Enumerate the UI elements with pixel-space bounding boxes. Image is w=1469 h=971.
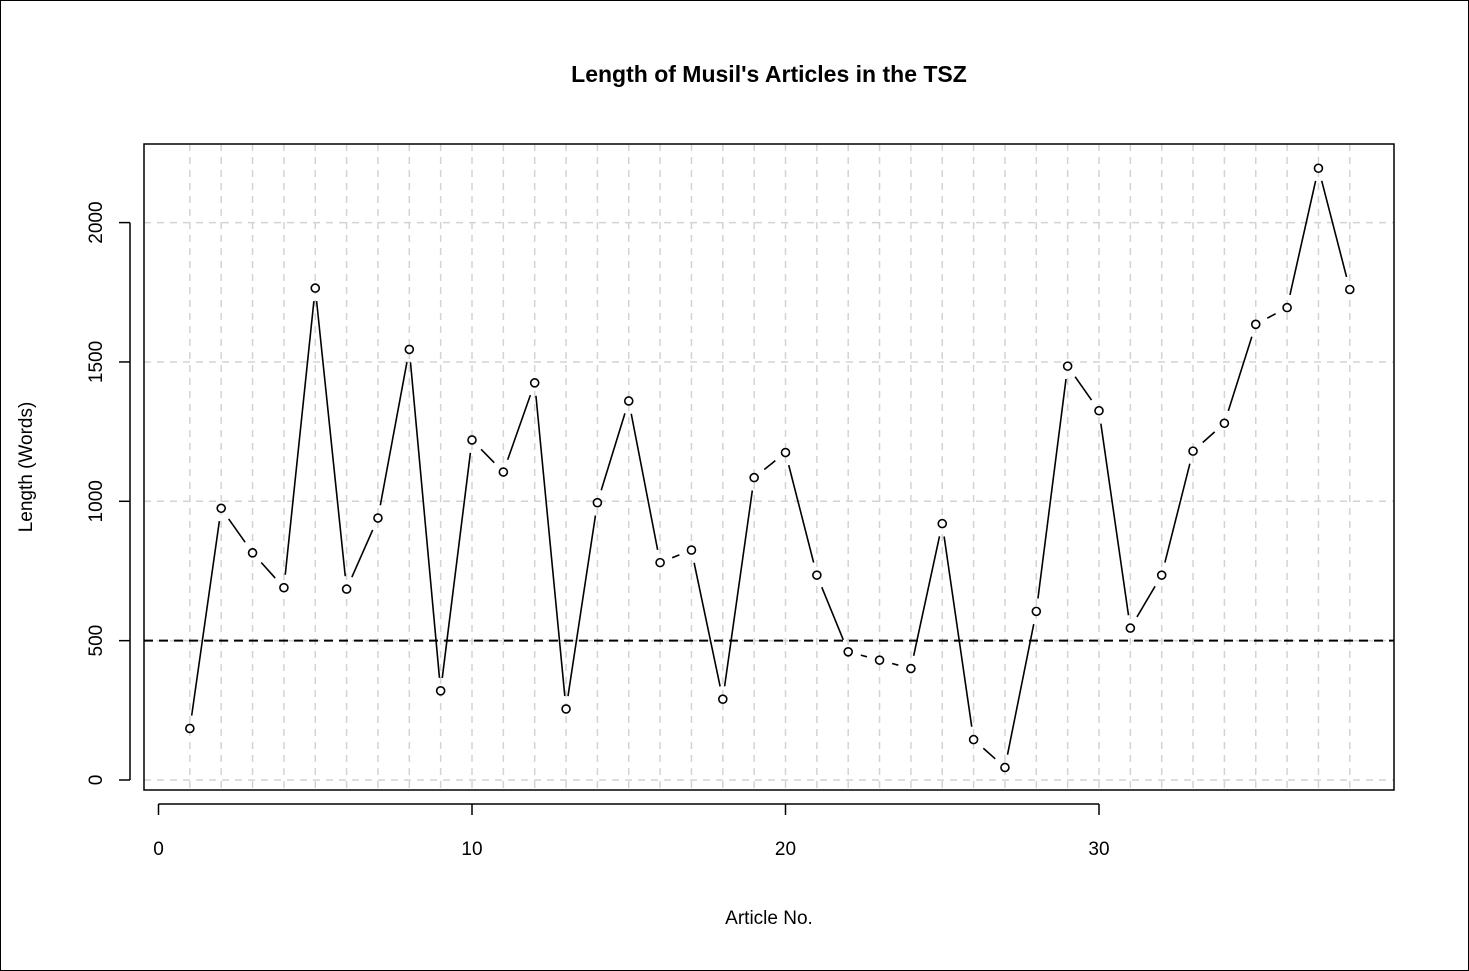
data-point [623, 396, 634, 406]
data-point [247, 548, 258, 558]
y-tick-label: 1000 [86, 480, 107, 522]
data-point [279, 582, 289, 593]
series-segment [787, 464, 815, 563]
series-segment [260, 561, 276, 579]
series-segment [821, 586, 845, 641]
x-axis: 0 10 20 30 [153, 803, 1110, 860]
series-segment [1037, 378, 1067, 599]
series-segment [535, 395, 566, 697]
data-point [435, 686, 446, 696]
data-point [843, 646, 854, 657]
series-segment [1074, 376, 1093, 401]
data-point [1031, 606, 1042, 617]
data-point [341, 584, 352, 594]
data-point [1188, 446, 1198, 456]
series-segment [506, 394, 532, 461]
data-point [216, 503, 226, 514]
series-segment [1100, 423, 1130, 616]
data-point [561, 704, 571, 714]
series-segment [860, 654, 868, 658]
series-segment [982, 747, 996, 760]
data-point [310, 283, 321, 293]
series-segment [630, 413, 659, 551]
data-point [1219, 418, 1230, 429]
x-tick-label: 20 [775, 839, 796, 860]
series-line-segments [190, 180, 1348, 760]
y-tick-label: 500 [86, 625, 107, 657]
data-point [1094, 405, 1104, 416]
y-tick-label: 0 [86, 775, 107, 786]
series-segment [912, 536, 941, 656]
series-segment [943, 536, 973, 727]
series-segment [693, 562, 721, 687]
data-points [185, 163, 1355, 773]
series-segment [1289, 180, 1317, 296]
series-segment [1006, 623, 1035, 755]
data-point [185, 723, 195, 734]
series-segment [1266, 313, 1277, 319]
data-point [906, 663, 916, 674]
data-point [373, 513, 383, 523]
y-axis: 0 500 1000 1500 2000 [86, 201, 131, 786]
series-segment [671, 554, 680, 559]
series-segment [228, 518, 246, 543]
series-segment [409, 362, 441, 678]
data-point [874, 655, 885, 665]
series-segment [1227, 336, 1253, 412]
series-segment [190, 521, 221, 716]
series-segment [567, 515, 597, 697]
data-point [780, 447, 791, 458]
data-point [1156, 570, 1167, 580]
data-point [1282, 302, 1292, 313]
data-point [717, 694, 728, 704]
data-point [1062, 361, 1073, 371]
data-point [749, 472, 759, 483]
data-point [1000, 762, 1010, 773]
series-segment [284, 300, 315, 575]
y-tick-label: 1500 [86, 341, 107, 383]
series-segment [723, 490, 754, 687]
data-point [404, 344, 415, 355]
x-tick-label: 30 [1088, 839, 1109, 860]
data-point [937, 518, 948, 529]
series-segment [351, 529, 374, 578]
series-segment [379, 362, 408, 506]
data-point [592, 497, 603, 508]
x-tick-label: 0 [153, 839, 164, 860]
x-axis-label: Article No. [725, 908, 813, 929]
data-point [498, 467, 509, 477]
data-point [1313, 163, 1324, 174]
data-point [467, 435, 477, 445]
plot-border [143, 143, 1395, 791]
series-segment [891, 662, 899, 666]
series-segment [763, 460, 776, 471]
series-segment [1320, 180, 1348, 278]
x-tick-label: 10 [461, 839, 482, 860]
series-segment [480, 448, 495, 464]
series-segment [600, 413, 626, 491]
series-segment [1136, 585, 1156, 618]
data-point [812, 570, 822, 580]
data-point [529, 378, 540, 388]
chart-title: Length of Musil's Articles in the TSZ [571, 61, 967, 87]
series-segment [1202, 431, 1216, 444]
data-point [655, 557, 665, 568]
data-point [686, 545, 697, 555]
y-axis-label: Length (Words) [16, 402, 37, 533]
data-point [968, 734, 979, 745]
data-point [1250, 319, 1261, 330]
series-segment [441, 452, 472, 679]
grid [144, 144, 1394, 790]
y-tick-label: 2000 [86, 201, 107, 243]
series-segment [1164, 463, 1191, 563]
series-segment [315, 300, 347, 577]
data-point [1345, 284, 1355, 295]
data-point [1125, 623, 1136, 633]
